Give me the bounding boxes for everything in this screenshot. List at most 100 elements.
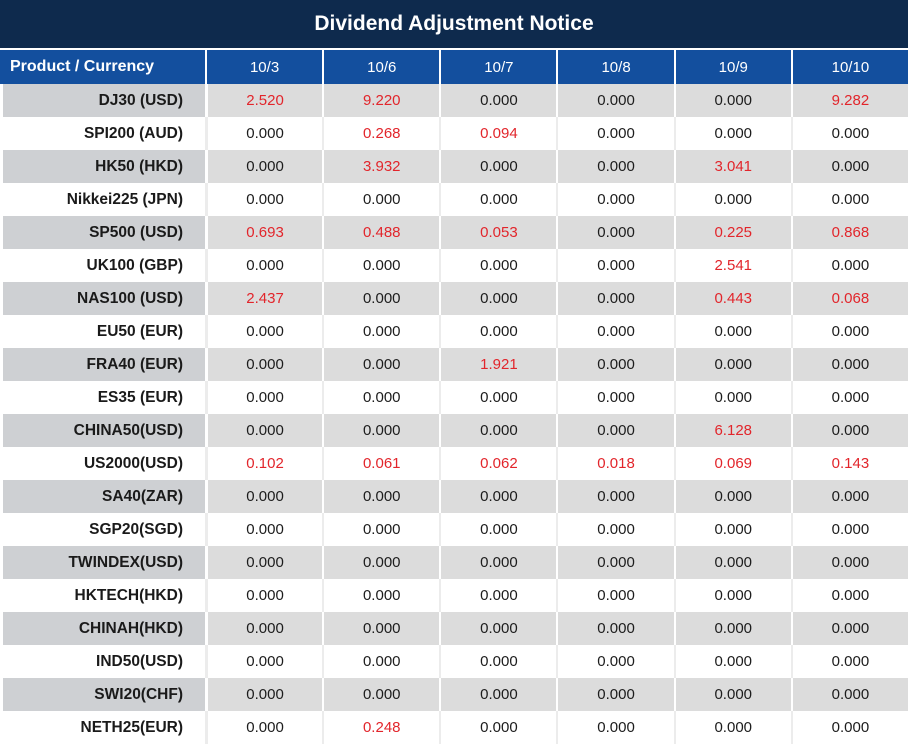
value-cell: 0.000 (205, 117, 323, 150)
value-cell: 0.000 (790, 183, 908, 216)
value-cell: 0.000 (556, 348, 674, 381)
date-column-header: 10/9 (673, 50, 791, 84)
value-cell: 0.000 (556, 711, 674, 744)
table-row: ES35 (EUR) 0.000 0.000 0.000 0.000 0.000 0.000 (0, 381, 908, 414)
value-cell: 0.000 (205, 546, 323, 579)
product-cell: SP500 (USD) (0, 216, 205, 249)
table-row: CHINAH(HKD) 0.000 0.000 0.000 0.000 0.000 0.00… (0, 612, 908, 645)
product-cell: US2000(USD) (0, 447, 205, 480)
value-cell: 0.000 (673, 678, 791, 711)
value-cell: 0.000 (205, 513, 323, 546)
table-row: TWINDEX(USD) 0.000 0.000 0.000 0.000 0.000 0.0… (0, 546, 908, 579)
page-title: Dividend Adjustment Notice (0, 0, 908, 50)
value-cell: 0.000 (556, 579, 674, 612)
product-currency-header: Product / Currency (10, 58, 155, 75)
value-cell: 0.000 (790, 612, 908, 645)
value-cell: 0.000 (439, 480, 557, 513)
value-cell: 0.069 (673, 447, 791, 480)
value-cell: 0.000 (205, 414, 323, 447)
value-cell: 0.000 (673, 315, 791, 348)
value-cell: 0.000 (790, 513, 908, 546)
value-cell: 0.000 (439, 546, 557, 579)
table-row: CHINA50(USD) 0.000 0.000 0.000 0.000 6.128 0.0… (0, 414, 908, 447)
value-cell: 0.268 (322, 117, 440, 150)
value-cell: 9.282 (790, 84, 908, 117)
value-cell: 0.000 (322, 381, 440, 414)
value-cell: 0.000 (439, 612, 557, 645)
date-column-header: 10/3 (205, 50, 322, 84)
value-cell: 0.000 (790, 414, 908, 447)
table-row: EU50 (EUR) 0.000 0.000 0.000 0.000 0.000 0.000 (0, 315, 908, 348)
value-cell: 0.000 (439, 645, 557, 678)
value-cell: 2.520 (205, 84, 323, 117)
value-cell: 0.000 (205, 579, 323, 612)
value-cell: 0.000 (556, 249, 674, 282)
value-cell: 0.000 (673, 612, 791, 645)
value-cell: 0.000 (673, 579, 791, 612)
value-cell: 2.541 (673, 249, 791, 282)
value-cell: 0.000 (322, 414, 440, 447)
value-cell: 0.000 (322, 546, 440, 579)
value-cell: 0.000 (556, 546, 674, 579)
table-row: HKTECH(HKD) 0.000 0.000 0.000 0.000 0.000 0.00… (0, 579, 908, 612)
value-cell: 0.000 (673, 183, 791, 216)
table-row: Nikkei225 (JPN) 0.000 0.000 0.000 0.000 0.000… (0, 183, 908, 216)
table-row: NETH25(EUR) 0.000 0.248 0.000 0.000 0.000 0.00… (0, 711, 908, 744)
value-cell: 1.921 (439, 348, 557, 381)
table-row: SWI20(CHF) 0.000 0.000 0.000 0.000 0.000 0.000 (0, 678, 908, 711)
table-row: DJ30 (USD) 2.520 9.220 0.000 0.000 0.000 9.282 (0, 84, 908, 117)
value-cell: 0.000 (556, 381, 674, 414)
value-cell: 0.000 (439, 579, 557, 612)
value-cell: 0.000 (556, 513, 674, 546)
value-cell: 0.000 (205, 612, 323, 645)
value-cell: 0.000 (322, 645, 440, 678)
value-cell: 0.693 (205, 216, 323, 249)
value-cell: 0.000 (322, 183, 440, 216)
table-row: FRA40 (EUR) 0.000 0.000 1.921 0.000 0.000 0.00… (0, 348, 908, 381)
value-cell: 0.094 (439, 117, 557, 150)
value-cell: 0.000 (322, 348, 440, 381)
value-cell: 0.000 (556, 150, 674, 183)
product-cell: NAS100 (USD) (0, 282, 205, 315)
value-cell: 0.000 (322, 480, 440, 513)
value-cell: 0.000 (439, 183, 557, 216)
date-column-header: 10/8 (556, 50, 673, 84)
value-cell: 0.068 (790, 282, 908, 315)
value-cell: 0.000 (556, 678, 674, 711)
value-cell: 0.000 (556, 183, 674, 216)
table-body: DJ30 (USD) 2.520 9.220 0.000 0.000 0.000 9.282… (0, 84, 908, 744)
value-cell: 0.000 (673, 480, 791, 513)
value-cell: 0.000 (205, 711, 323, 744)
product-cell: CHINA50(USD) (0, 414, 205, 447)
value-cell: 0.000 (205, 678, 323, 711)
value-cell: 2.437 (205, 282, 323, 315)
value-cell: 0.000 (673, 711, 791, 744)
table-row: HK50 (HKD) 0.000 3.932 0.000 0.000 3.041 0.000 (0, 150, 908, 183)
value-cell: 0.000 (790, 315, 908, 348)
value-cell: 0.000 (673, 645, 791, 678)
value-cell: 0.000 (673, 348, 791, 381)
value-cell: 0.000 (205, 348, 323, 381)
value-cell: 0.000 (439, 678, 557, 711)
value-cell: 0.000 (673, 117, 791, 150)
value-cell: 0.000 (439, 249, 557, 282)
value-cell: 0.000 (556, 645, 674, 678)
product-cell: SWI20(CHF) (0, 678, 205, 711)
value-cell: 0.102 (205, 447, 323, 480)
value-cell: 0.000 (790, 150, 908, 183)
value-cell: 0.061 (322, 447, 440, 480)
value-cell: 0.000 (790, 249, 908, 282)
value-cell: 0.000 (673, 513, 791, 546)
value-cell: 0.000 (439, 315, 557, 348)
value-cell: 3.932 (322, 150, 440, 183)
value-cell: 0.000 (673, 84, 791, 117)
date-column-header: 10/10 (790, 50, 908, 84)
value-cell: 0.000 (439, 282, 557, 315)
value-cell: 0.062 (439, 447, 557, 480)
product-cell: SA40(ZAR) (0, 480, 205, 513)
value-cell: 0.000 (205, 249, 323, 282)
value-cell: 0.000 (556, 414, 674, 447)
value-cell: 0.000 (556, 480, 674, 513)
product-cell: SGP20(SGD) (0, 513, 205, 546)
